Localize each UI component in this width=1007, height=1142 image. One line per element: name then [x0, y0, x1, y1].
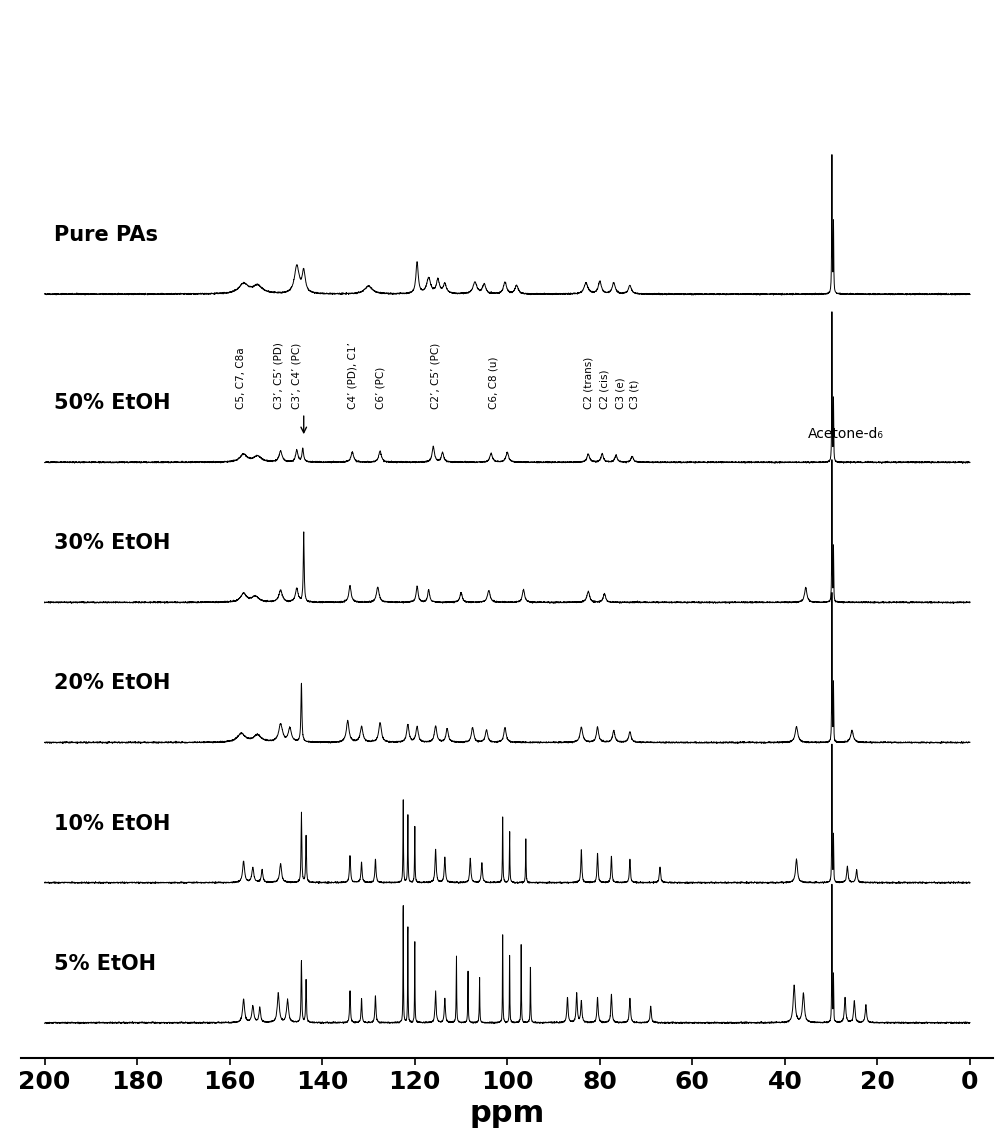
Text: 30% EtOH: 30% EtOH — [54, 533, 170, 554]
Text: C3 (e): C3 (e) — [615, 377, 625, 409]
X-axis label: ppm: ppm — [469, 1099, 545, 1128]
Text: C3 (t): C3 (t) — [629, 379, 639, 409]
Text: C2 (trans): C2 (trans) — [583, 356, 593, 409]
Text: C5, C7, C8a: C5, C7, C8a — [237, 347, 247, 409]
Text: 5% EtOH: 5% EtOH — [54, 954, 156, 974]
Text: 20% EtOH: 20% EtOH — [54, 674, 170, 693]
Text: 10% EtOH: 10% EtOH — [54, 813, 170, 834]
Text: 50% EtOH: 50% EtOH — [54, 393, 170, 413]
Text: Pure PAs: Pure PAs — [54, 225, 158, 246]
Text: C6, C8 (u): C6, C8 (u) — [488, 356, 498, 409]
Text: C6’ (PC): C6’ (PC) — [375, 367, 385, 409]
Text: C3’, C5’ (PD): C3’, C5’ (PD) — [273, 343, 283, 409]
Text: Acetone-d₆: Acetone-d₆ — [808, 427, 884, 441]
Text: C2’, C5’ (PC): C2’, C5’ (PC) — [431, 343, 441, 409]
Text: C3’, C4’ (PC): C3’, C4’ (PC) — [292, 343, 302, 409]
Text: C2 (cis): C2 (cis) — [599, 370, 609, 409]
Text: C4’ (PD), C1’: C4’ (PD), C1’ — [347, 343, 357, 409]
